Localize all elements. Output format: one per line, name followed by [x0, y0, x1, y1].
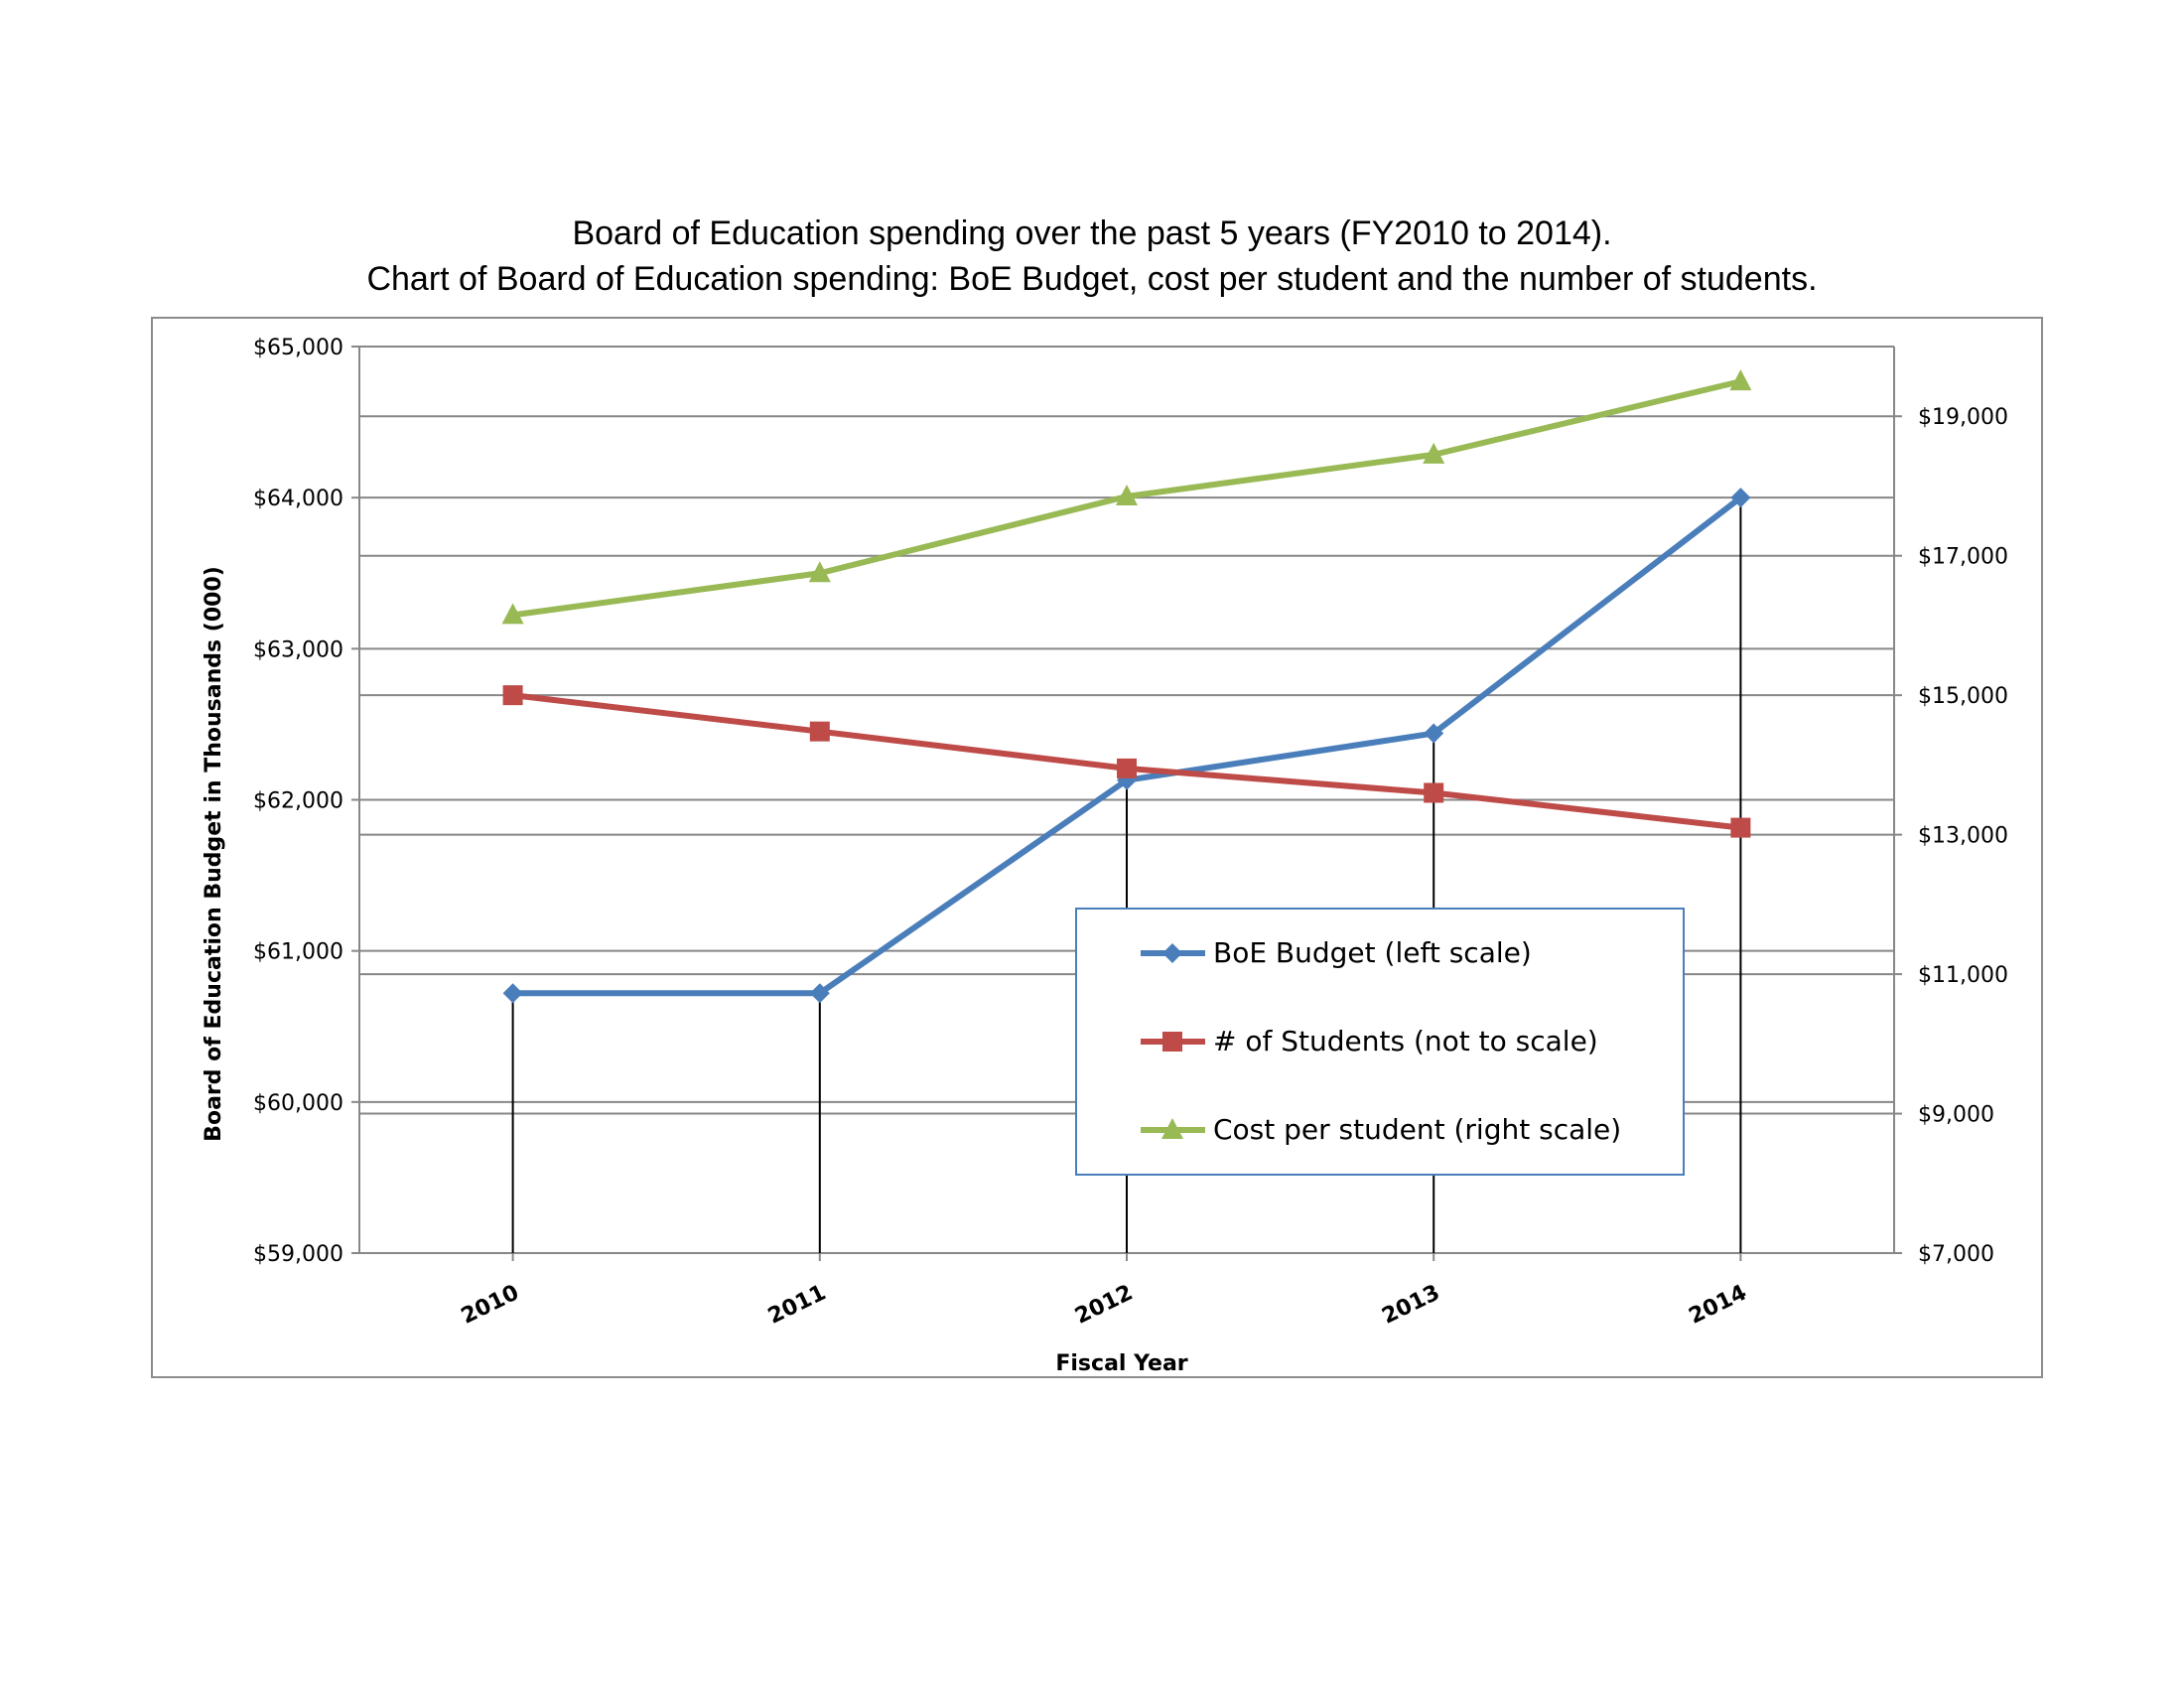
x-tick-label: 2013	[1378, 1281, 1443, 1330]
data-point-triangle	[1423, 442, 1445, 464]
right-tick-label: $9,000	[1918, 1103, 1994, 1128]
data-point-square	[1730, 817, 1751, 838]
data-point-diamond	[1162, 943, 1182, 963]
legend-label: Cost per student (right scale)	[1213, 1113, 1621, 1146]
data-point-triangle	[808, 561, 831, 583]
data-point-diamond	[809, 983, 830, 1004]
right-tick-label: $19,000	[1918, 405, 2008, 430]
data-point-triangle	[1116, 484, 1138, 505]
chart-title-line-2: Chart of Board of Education spending: Bo…	[366, 260, 1818, 298]
data-point-triangle	[501, 603, 524, 625]
right-tick-label: $13,000	[1918, 824, 2008, 849]
left-tick-label: $62,000	[253, 789, 343, 814]
left-tick-label: $63,000	[253, 637, 343, 662]
right-tick-label: $7,000	[1918, 1242, 1994, 1267]
y-axis-title: Board of Education Budget in Thousands (…	[202, 566, 226, 1142]
x-axis-title: Fiscal Year	[1055, 1351, 1187, 1376]
data-point-diamond	[502, 983, 523, 1004]
x-tick-label: 2010	[458, 1281, 523, 1330]
chart-area	[151, 317, 2043, 1378]
legend-label: BoE Budget (left scale)	[1213, 936, 1532, 969]
chart-title-line-1: Board of Education spending over the pas…	[572, 214, 1612, 252]
legend: BoE Budget (left scale) # of Students (no…	[1075, 908, 1685, 1176]
left-tick-label: $59,000	[253, 1242, 343, 1267]
series-square	[502, 685, 1751, 838]
legend-label: # of Students (not to scale)	[1213, 1025, 1598, 1057]
series-triangle	[501, 369, 1752, 625]
data-point-square	[1162, 1032, 1182, 1052]
left-tick-label: $64,000	[253, 487, 343, 511]
left-tick-label: $65,000	[253, 336, 343, 360]
data-point-triangle	[1729, 369, 1752, 391]
data-point-square	[1117, 758, 1137, 778]
data-point-triangle	[1161, 1118, 1183, 1139]
left-tick-label: $61,000	[253, 940, 343, 965]
x-tick-label: 2011	[764, 1281, 830, 1330]
data-point-square	[809, 721, 830, 742]
right-tick-label: $15,000	[1918, 684, 2008, 709]
x-tick-label: 2012	[1071, 1281, 1137, 1330]
chart-title: Board of Education spending over the pas…	[0, 211, 2184, 302]
x-tick-label: 2014	[1686, 1281, 1751, 1330]
data-point-square	[502, 685, 523, 706]
data-point-square	[1424, 782, 1444, 803]
series-diamond	[502, 488, 1751, 1004]
left-tick-label: $60,000	[253, 1091, 343, 1116]
right-tick-label: $17,000	[1918, 545, 2008, 570]
right-tick-label: $11,000	[1918, 963, 2008, 988]
data-point-diamond	[1730, 488, 1751, 508]
data-point-diamond	[1424, 723, 1444, 744]
